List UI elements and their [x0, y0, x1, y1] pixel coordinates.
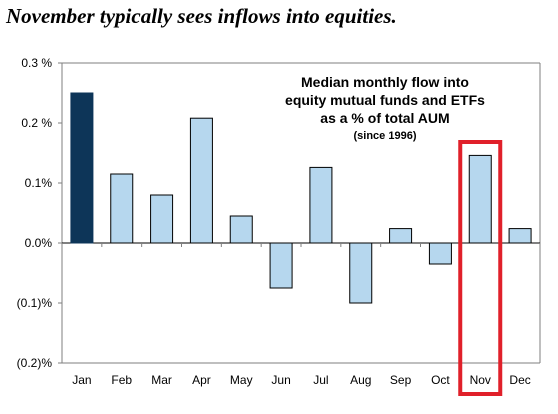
- x-tick-label: May: [230, 373, 253, 387]
- bar-jun: [269, 242, 293, 289]
- bar-dec: [508, 228, 532, 244]
- y-tick-label: 0.0%: [25, 236, 53, 250]
- x-tick-label: Jan: [72, 373, 91, 387]
- x-tick-label: Apr: [192, 373, 211, 387]
- y-tick-label: (0.1)%: [17, 296, 53, 310]
- bar-oct: [428, 242, 452, 265]
- x-tick-label: Jul: [313, 373, 328, 387]
- highlight-box-nov: [458, 140, 503, 396]
- x-tick-label: Oct: [431, 373, 450, 387]
- chart-annotation: Median monthly flow into equity mutual fu…: [285, 74, 485, 142]
- annotation-line: equity mutual funds and ETFs: [285, 92, 485, 108]
- bar-mar: [150, 194, 174, 244]
- bar-sep: [389, 228, 413, 244]
- annotation-line: as a % of total AUM: [320, 110, 449, 126]
- bar-nov: [468, 154, 492, 244]
- bar-jul: [309, 166, 333, 244]
- x-tick-label: Feb: [111, 373, 132, 387]
- y-tick-label: (0.2)%: [17, 356, 53, 370]
- bar-may: [229, 215, 253, 244]
- bar-feb: [110, 173, 134, 244]
- x-tick-label: Nov: [470, 373, 491, 387]
- bar-jan: [70, 92, 94, 244]
- x-tick-label: Mar: [151, 373, 172, 387]
- annotation-line: Median monthly flow into: [301, 74, 469, 90]
- y-tick-label: 0.1%: [25, 176, 53, 190]
- x-tick-label: Aug: [350, 373, 371, 387]
- y-tick-label: 0.3 %: [21, 56, 52, 70]
- chart-bars: [70, 92, 532, 304]
- chart-highlight: [458, 140, 503, 396]
- annotation-subtitle: (since 1996): [354, 130, 417, 142]
- chart-axes: 0.3 % 0.2 % 0.1% 0.0% (0.1)% (0.2)% Jan Feb Mar A…: [17, 56, 541, 387]
- chart-headline: November typically sees inflows into equ…: [6, 4, 397, 28]
- x-tick-label: Jun: [271, 373, 290, 387]
- x-tick-label: Dec: [509, 373, 530, 387]
- x-tick-label: Sep: [390, 373, 412, 387]
- bar-aug: [349, 242, 373, 304]
- y-tick-label: 0.2 %: [21, 116, 52, 130]
- bar-apr: [189, 117, 213, 244]
